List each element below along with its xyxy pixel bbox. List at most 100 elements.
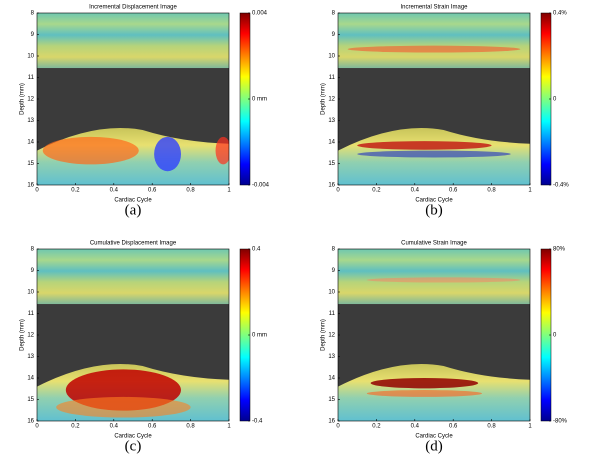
x-axis-label: Cardiac Cycle (415, 198, 453, 204)
x-axis-label: Cardiac Cycle (114, 434, 152, 440)
x-tick-label: 0 (35, 424, 39, 430)
y-tick-label: 16 (27, 419, 34, 425)
caption: (c) (125, 438, 142, 454)
y-tick-label: 15 (27, 161, 34, 167)
caption: (b) (425, 202, 443, 218)
x-tick-label: 0.4 (411, 424, 420, 430)
y-tick-label: 8 (31, 247, 35, 253)
colorbar-tick-label: 0 mm (252, 333, 267, 339)
x-tick-label: 0.6 (148, 188, 157, 194)
y-tick-label: 13 (328, 118, 335, 124)
panel-title: Incremental Strain Image (400, 5, 468, 11)
overlay (347, 45, 521, 53)
heatmap-image (338, 249, 530, 421)
panel: Cumulative Strain Image Cardiac Cycle Dept… (321, 241, 568, 455)
colorbar-tick-label: 80% (553, 247, 566, 253)
colorbar-tick-label: -0.004 (252, 183, 270, 189)
y-tick-label: 13 (328, 354, 335, 360)
overlay (370, 378, 479, 389)
y-tick-label: 11 (329, 75, 336, 81)
y-axis-label: Depth (mm) (321, 319, 327, 351)
colorbar-tick-label: 0.004 (252, 11, 268, 17)
overlay (154, 136, 181, 172)
y-tick-label: 10 (328, 54, 335, 60)
heatmap-image (338, 13, 530, 185)
y-tick-label: 11 (28, 311, 35, 317)
panel: Cumulative Displacement Image Cardiac Cyc… (20, 241, 267, 455)
upper-wall (37, 13, 229, 69)
y-tick-label: 14 (328, 140, 335, 146)
overlay (366, 390, 482, 397)
y-tick-label: 8 (332, 247, 336, 253)
x-tick-label: 0 (336, 424, 340, 430)
y-tick-label: 15 (328, 161, 335, 167)
x-tick-label: 0.2 (71, 424, 80, 430)
x-tick-label: 1 (227, 424, 231, 430)
x-tick-label: 0.4 (411, 188, 420, 194)
y-tick-label: 12 (27, 97, 34, 103)
x-tick-label: 0 (35, 188, 39, 194)
y-tick-label: 9 (332, 268, 336, 274)
heatmap-image (37, 13, 229, 185)
colorbar-tick-label: 0.4 (252, 247, 261, 253)
upper-wall (37, 249, 229, 305)
colorbar-tick-label: 0.4% (553, 11, 567, 17)
y-tick-label: 11 (329, 311, 336, 317)
y-tick-label: 10 (27, 54, 34, 60)
overlay (215, 136, 229, 165)
y-axis-label: Depth (mm) (321, 83, 327, 115)
colorbar-tick-label: 0 (553, 97, 557, 103)
y-tick-label: 13 (27, 354, 34, 360)
y-tick-label: 10 (27, 290, 34, 296)
x-tick-label: 0.6 (148, 424, 157, 430)
colorbar-tick-label: 0 (553, 333, 557, 339)
x-tick-label: 0.2 (372, 424, 381, 430)
y-tick-label: 16 (328, 183, 335, 189)
x-tick-label: 0.8 (487, 424, 496, 430)
overlay (357, 141, 492, 150)
overlay (42, 136, 139, 165)
x-tick-label: 0.8 (186, 188, 195, 194)
y-tick-label: 9 (31, 268, 35, 274)
x-tick-label: 0.2 (372, 188, 381, 194)
y-tick-label: 14 (27, 140, 34, 146)
x-tick-label: 0.6 (449, 188, 458, 194)
x-tick-label: 1 (528, 424, 532, 430)
overlay (56, 396, 191, 418)
overlay (366, 277, 521, 283)
x-tick-label: 0 (336, 188, 340, 194)
y-tick-label: 12 (27, 333, 34, 339)
x-tick-label: 0.8 (186, 424, 195, 430)
colorbar-tick-label: -80% (553, 419, 568, 425)
panel: Incremental Displacement Image Cardiac Cy… (20, 5, 270, 219)
x-tick-label: 0.6 (449, 424, 458, 430)
caption: (d) (425, 438, 443, 454)
x-tick-label: 0.4 (110, 424, 119, 430)
x-tick-label: 0.2 (71, 188, 80, 194)
y-tick-label: 12 (328, 97, 335, 103)
y-tick-label: 13 (27, 118, 34, 124)
colorbar-tick-label: -0.4% (553, 183, 569, 189)
colorbar-tick-label: 0 mm (252, 97, 267, 103)
y-axis-label: Depth (mm) (20, 83, 26, 115)
y-tick-label: 16 (328, 419, 335, 425)
caption: (a) (125, 202, 142, 218)
overlay (357, 150, 511, 158)
y-tick-label: 15 (27, 397, 34, 403)
colorbar-tick-label: -0.4 (252, 419, 263, 425)
upper-wall (338, 13, 530, 69)
panel-title: Cumulative Displacement Image (90, 241, 177, 247)
y-tick-label: 11 (28, 75, 35, 81)
x-tick-label: 0.8 (487, 188, 496, 194)
x-axis-label: Cardiac Cycle (415, 434, 453, 440)
y-tick-label: 9 (332, 32, 336, 38)
x-tick-label: 0.4 (110, 188, 119, 194)
y-tick-label: 8 (332, 11, 336, 17)
y-tick-label: 9 (31, 32, 35, 38)
x-tick-label: 1 (528, 188, 532, 194)
upper-wall (338, 249, 530, 305)
y-tick-label: 15 (328, 397, 335, 403)
y-tick-label: 10 (328, 290, 335, 296)
y-tick-label: 14 (328, 376, 335, 382)
